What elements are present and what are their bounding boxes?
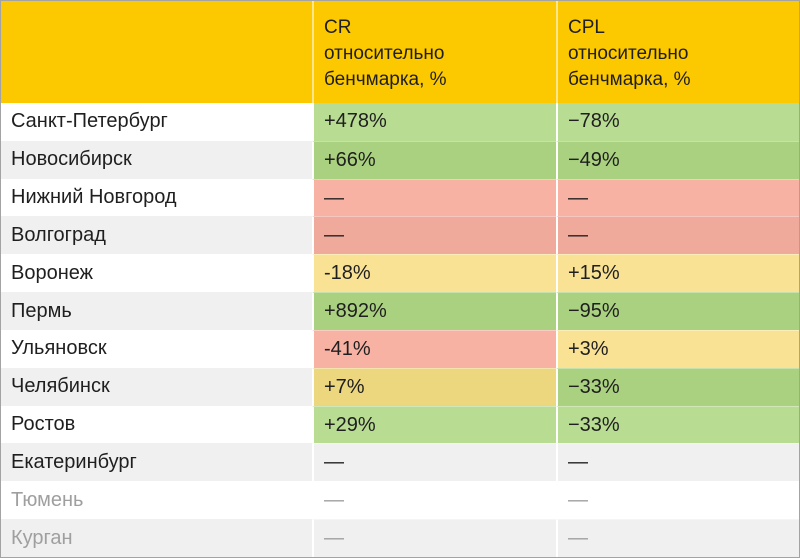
cpl-value-cell: +3% — [556, 329, 799, 368]
header-cpl-cell: CPL относительно бенчмарка, % — [556, 1, 799, 103]
cpl-value-cell: −78% — [556, 103, 799, 141]
city-cell: Ульяновск — [11, 337, 107, 360]
table-body: Санкт-Петербург +478% −78% Новосибирск +… — [1, 103, 799, 557]
city-cell: Екатеринбург — [11, 450, 137, 473]
city-cell: Ростов — [11, 413, 76, 436]
cpl-value-cell: — — [556, 216, 799, 255]
table-header-row: CR относительно бенчмарка, % CPL относит… — [1, 1, 799, 103]
cr-value-cell: -41% — [312, 329, 556, 368]
cr-value-cell: — — [312, 443, 556, 482]
cr-value-cell: +7% — [312, 367, 556, 406]
cpl-value-cell: — — [556, 443, 799, 482]
header-city-cell — [1, 1, 312, 103]
table-row: Воронеж -18% +15% — [1, 254, 799, 293]
cr-value-cell: — — [312, 519, 556, 557]
header-cr-cell: CR относительно бенчмарка, % — [312, 1, 556, 103]
table-row: Нижний Новгород — — — [1, 178, 799, 217]
cr-value-cell: +892% — [312, 292, 556, 330]
cr-value-cell: +478% — [312, 103, 556, 141]
table-row: Пермь +892% −95% — [1, 292, 799, 330]
cpl-value-cell: −33% — [556, 405, 799, 444]
city-cell: Тюмень — [11, 488, 84, 511]
table-row: Челябинск +7% −33% — [1, 367, 799, 406]
table-row: Санкт-Петербург +478% −78% — [1, 103, 799, 141]
table-row: Волгоград — — — [1, 216, 799, 255]
city-cell: Новосибирск — [11, 148, 132, 171]
table-row: Курган — — — [1, 519, 799, 557]
cr-value-cell: — — [312, 481, 556, 520]
city-cell: Курган — [11, 526, 73, 549]
city-cell: Пермь — [11, 299, 72, 322]
cpl-value-cell: — — [556, 481, 799, 520]
table-row: Новосибирск +66% −49% — [1, 140, 799, 179]
cpl-value-cell: −33% — [556, 367, 799, 406]
cpl-value-cell: −95% — [556, 292, 799, 330]
cr-value-cell: +66% — [312, 140, 556, 179]
cr-value-cell: — — [312, 178, 556, 217]
city-cell: Нижний Новгород — [11, 186, 177, 209]
cr-value-cell: -18% — [312, 254, 556, 293]
cr-value-cell: +29% — [312, 405, 556, 444]
cpl-value-cell: — — [556, 178, 799, 217]
city-cell: Воронеж — [11, 261, 94, 284]
table-row: Ульяновск -41% +3% — [1, 329, 799, 368]
table-row: Ростов +29% −33% — [1, 405, 799, 444]
city-cell: Санкт-Петербург — [11, 110, 168, 133]
city-cell: Челябинск — [11, 375, 110, 398]
cpl-value-cell: — — [556, 519, 799, 557]
cpl-value-cell: +15% — [556, 254, 799, 293]
cpl-value-cell: −49% — [556, 140, 799, 179]
table-row: Екатеринбург — — — [1, 443, 799, 482]
city-cell: Волгоград — [11, 223, 106, 246]
table-row: Тюмень — — — [1, 481, 799, 520]
cr-value-cell: — — [312, 216, 556, 255]
